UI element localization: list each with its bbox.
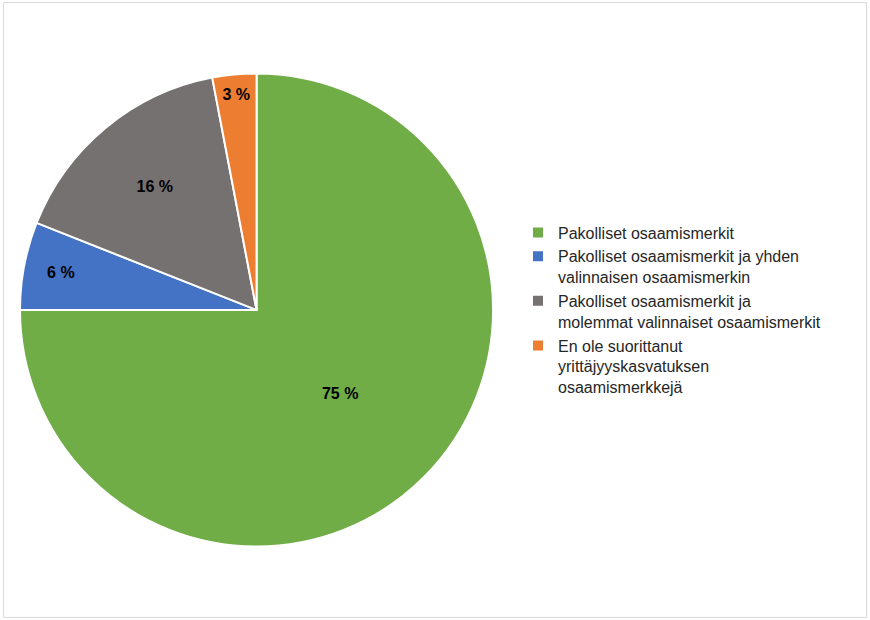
svg-text:Pakolliset osaamismerkit ja yh: Pakolliset osaamismerkit ja yhdenvalinna… xyxy=(558,248,799,286)
svg-text:En ole suorittanutyrittäjyyska: En ole suorittanutyrittäjyyskasvatukseno… xyxy=(558,338,709,397)
svg-text:16 %: 16 % xyxy=(137,178,173,195)
svg-text:3 %: 3 % xyxy=(222,86,250,103)
svg-text:Pakolliset osaamismerkit: Pakolliset osaamismerkit xyxy=(558,225,735,242)
svg-text:Pakolliset osaamismerkit jamol: Pakolliset osaamismerkit jamolemmat vali… xyxy=(558,293,821,331)
svg-text:75 %: 75 % xyxy=(322,385,358,402)
svg-text:6 %: 6 % xyxy=(47,264,75,281)
